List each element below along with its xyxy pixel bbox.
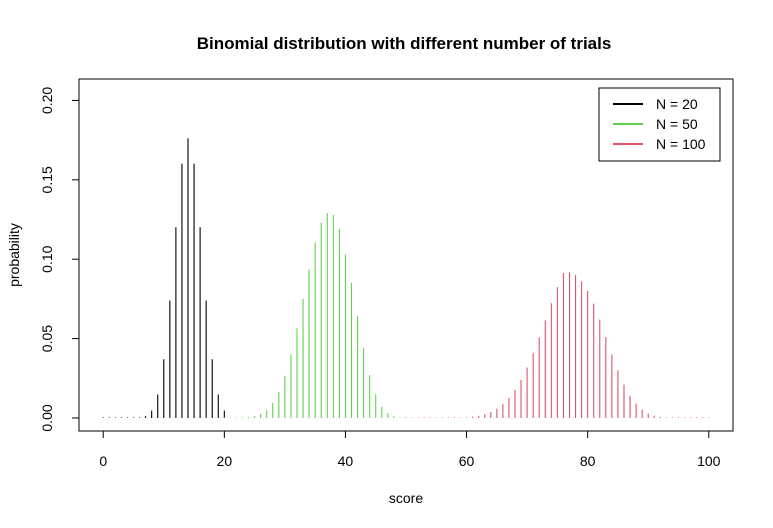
x-tick-label-0: 0 (99, 453, 107, 469)
chart-title: Binomial distribution with different num… (197, 34, 612, 53)
legend-label-1: N = 20 (656, 96, 698, 112)
legend-label-3: N = 100 (656, 136, 706, 152)
x-axis-label: score (389, 490, 423, 506)
x-axis: 0 20 40 60 80 100 (99, 430, 721, 469)
bars-layer (102, 138, 710, 418)
y-tick-label-3: 0.15 (39, 166, 55, 193)
y-tick-label-4: 0.20 (39, 87, 55, 114)
x-tick-label-80: 80 (580, 453, 596, 469)
x-tick-label-100: 100 (697, 453, 721, 469)
x-tick-label-60: 60 (459, 453, 475, 469)
legend-label-2: N = 50 (656, 116, 698, 132)
y-tick-label-1: 0.05 (39, 325, 55, 352)
x-tick-label-20: 20 (217, 453, 233, 469)
y-axis: 0.00 0.05 0.10 0.15 0.20 (39, 87, 80, 432)
legend: N = 20 N = 50 N = 100 (598, 87, 721, 162)
y-tick-label-0: 0.00 (39, 404, 55, 431)
y-tick-label-2: 0.10 (39, 245, 55, 272)
x-tick-label-40: 40 (338, 453, 354, 469)
y-axis-label: probability (6, 223, 22, 287)
